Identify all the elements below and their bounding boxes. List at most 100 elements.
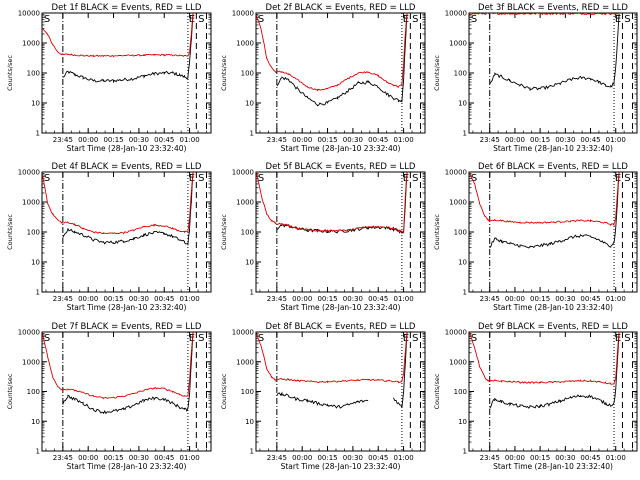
marker-label: E xyxy=(615,14,621,25)
x-tick-label: 01:00 xyxy=(393,454,413,462)
y-axis-label: Counts/sec xyxy=(433,214,441,250)
x-tick-label: 00:00 xyxy=(505,136,525,144)
series-line-lld xyxy=(469,13,620,16)
x-tick-label: 01:00 xyxy=(393,295,413,303)
marker-label: S xyxy=(624,14,630,25)
x-tick-label: 00:30 xyxy=(129,136,149,144)
y-axis-label: Counts/sec xyxy=(220,214,228,250)
x-tick-label: 00:15 xyxy=(103,295,123,303)
x-tick-label: 00:30 xyxy=(129,295,149,303)
marker-label: E xyxy=(189,333,195,344)
panel-title: Det 7f BLACK = Events, RED = LLD xyxy=(52,322,202,332)
y-tick-label: 10000 xyxy=(445,10,467,18)
x-tick-label: 23:45 xyxy=(480,295,500,303)
series-line-events xyxy=(276,13,408,107)
x-tick-label: 23:45 xyxy=(267,454,287,462)
marker-label: E xyxy=(403,173,409,184)
x-axis-label: Start Time (28-Jan-10 23:32:40) xyxy=(281,303,401,312)
x-tick-label: 00:15 xyxy=(317,136,337,144)
marker-label: S xyxy=(198,173,204,184)
marker-label: S xyxy=(412,333,418,344)
series-line-lld xyxy=(469,172,620,227)
panel-7: Det 7f BLACK = Events, RED = LLD 1 10 100 10… xyxy=(6,322,212,471)
y-tick-label: 10000 xyxy=(445,169,467,177)
series-line-lld xyxy=(256,13,408,92)
x-tick-label: 01:00 xyxy=(606,454,626,462)
y-tick-label: 1000 xyxy=(22,40,40,48)
series-line-events xyxy=(489,13,620,92)
y-tick-label: 1 xyxy=(250,130,254,138)
x-axis-label: Start Time (28-Jan-10 23:32:40) xyxy=(67,462,187,471)
y-tick-label: 10000 xyxy=(232,329,254,337)
x-tick-label: 00:45 xyxy=(154,295,174,303)
panel-title: Det 1f BLACK = Events, RED = LLD xyxy=(52,3,202,13)
x-axis-label: Start Time (28-Jan-10 23:32:40) xyxy=(493,303,613,312)
y-tick-label: 10 xyxy=(458,100,467,108)
y-tick-label: 1 xyxy=(250,448,254,456)
series-line-lld xyxy=(256,332,408,384)
y-axis-label: Counts/sec xyxy=(220,373,228,409)
marker-label: S xyxy=(471,173,477,184)
y-tick-label: 10000 xyxy=(232,169,254,177)
y-axis-label: Counts/sec xyxy=(433,55,441,91)
y-tick-label: 1000 xyxy=(449,358,467,366)
x-tick-label: 00:45 xyxy=(580,295,600,303)
panel-title: Det 3f BLACK = Events, RED = LLD xyxy=(478,3,628,13)
x-tick-label: 00:15 xyxy=(103,454,123,462)
y-axis-label: Counts/sec xyxy=(6,55,14,91)
x-tick-label: 00:15 xyxy=(317,454,337,462)
plot-frame xyxy=(468,12,638,134)
plot-frame xyxy=(468,171,638,293)
series-line-events xyxy=(276,332,408,409)
marker-label: S xyxy=(412,14,418,25)
x-tick-label: 01:00 xyxy=(393,136,413,144)
x-tick-label: 00:00 xyxy=(292,295,312,303)
x-tick-label: 23:45 xyxy=(53,454,73,462)
series-line-lld xyxy=(256,172,408,234)
y-tick-label: 1 xyxy=(463,289,467,297)
panel-title: Det 5f BLACK = Events, RED = LLD xyxy=(266,162,416,172)
series-line-events xyxy=(276,172,408,234)
y-tick-label: 100 xyxy=(27,70,40,78)
marker-label: S xyxy=(44,333,50,344)
panel-title: Det 2f BLACK = Events, RED = LLD xyxy=(266,3,416,13)
marker-label: E xyxy=(189,14,195,25)
marker-label: S xyxy=(198,333,204,344)
y-tick-label: 1 xyxy=(463,130,467,138)
x-tick-label: 00:30 xyxy=(555,454,575,462)
y-axis-label: Counts/sec xyxy=(6,373,14,409)
marker-label: E xyxy=(403,333,409,344)
x-tick-label: 00:15 xyxy=(530,136,550,144)
marker-label: S xyxy=(624,173,630,184)
y-tick-label: 10 xyxy=(31,100,40,108)
marker-label: S xyxy=(258,173,264,184)
x-tick-label: 00:00 xyxy=(78,295,98,303)
marker-label: S xyxy=(624,333,630,344)
y-tick-label: 10 xyxy=(245,100,254,108)
y-tick-label: 1000 xyxy=(236,199,254,207)
x-tick-label: 23:45 xyxy=(53,136,73,144)
plot-frame xyxy=(41,331,212,452)
marker-label: S xyxy=(412,173,418,184)
marker-label: S xyxy=(44,173,50,184)
x-axis-label: Start Time (28-Jan-10 23:32:40) xyxy=(67,303,187,312)
x-tick-label: 01:00 xyxy=(179,454,199,462)
y-tick-label: 10 xyxy=(245,418,254,426)
y-tick-label: 1000 xyxy=(236,358,254,366)
y-tick-label: 1000 xyxy=(22,199,40,207)
panel-1: Det 1f BLACK = Events, RED = LLD 1 10 100 10… xyxy=(6,3,212,153)
x-tick-label: 00:30 xyxy=(343,295,363,303)
y-tick-label: 1000 xyxy=(22,358,40,366)
y-tick-label: 10 xyxy=(245,259,254,267)
series-line-lld xyxy=(42,172,194,235)
x-tick-label: 00:45 xyxy=(368,295,388,303)
x-tick-label: 00:00 xyxy=(505,295,525,303)
x-axis-label: Start Time (28-Jan-10 23:32:40) xyxy=(493,144,613,153)
y-tick-label: 100 xyxy=(27,388,40,396)
marker-label: E xyxy=(189,173,195,184)
series-line-events xyxy=(62,332,194,415)
panel-title: Det 8f BLACK = Events, RED = LLD xyxy=(266,322,416,332)
y-tick-label: 10000 xyxy=(18,10,40,18)
x-tick-label: 00:30 xyxy=(343,454,363,462)
